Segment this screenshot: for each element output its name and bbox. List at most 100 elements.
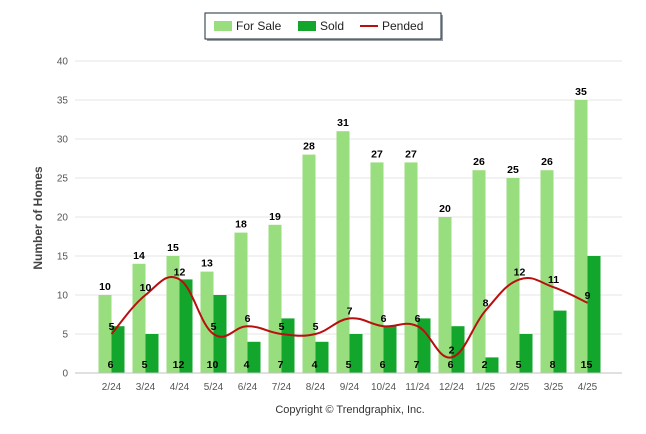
bar-for-sale [166,256,180,373]
x-tick-label: 11/24 [405,382,430,393]
label-pended: 6 [415,313,421,325]
label-for-sale: 20 [439,203,451,215]
bar-sold [519,334,533,373]
x-tick-label: 6/24 [238,382,258,393]
legend-label: Sold [320,19,344,33]
label-pended: 10 [140,282,152,294]
label-sold: 7 [278,359,284,371]
label-pended: 6 [381,313,387,325]
bar-sold [179,279,193,373]
label-pended: 8 [483,298,489,310]
x-tick-label: 4/25 [578,382,598,393]
label-pended: 11 [548,274,559,286]
bar-for-sale [370,162,384,373]
bar-sold [281,318,295,373]
label-for-sale: 18 [235,219,247,231]
bar-sold [145,334,159,373]
label-sold: 15 [581,359,593,371]
label-sold: 8 [550,359,556,371]
bar-sold [315,341,329,373]
x-tick-label: 10/24 [371,382,396,393]
bar-sold [451,326,465,373]
x-tick-label: 3/25 [544,382,564,393]
label-sold: 7 [414,359,420,371]
label-sold: 2 [482,359,488,371]
legend-label: Pended [382,19,423,33]
bar-sold [417,318,431,373]
label-for-sale: 19 [269,211,281,223]
bar-sold [213,295,227,373]
y-tick-label: 10 [57,291,69,302]
legend-label: For Sale [236,19,282,33]
label-pended: 7 [347,305,353,317]
bar-for-sale [574,100,588,373]
bar-for-sale [540,170,554,373]
label-sold: 6 [108,359,114,371]
bar-for-sale [268,224,282,373]
label-pended: 12 [174,266,186,278]
label-pended: 12 [514,266,526,278]
label-for-sale: 28 [303,141,315,153]
label-for-sale: 27 [371,148,383,160]
label-for-sale: 27 [405,148,417,160]
legend: For Sale Sold Pended [204,12,443,41]
label-sold: 4 [312,359,318,371]
bar-for-sale [506,178,520,373]
x-tick-label: 2/25 [510,382,530,393]
y-tick-label: 30 [57,135,69,146]
bar-sold [485,357,499,373]
bar-for-sale [472,170,486,373]
x-tick-label: 12/24 [439,382,464,393]
label-for-sale: 13 [201,258,213,270]
bar-sold [587,256,601,373]
x-axis-ticks: 2/24 3/24 4/24 5/24 6/24 7/24 8/24 9/24 10/24 11/… [102,382,598,393]
label-for-sale: 25 [507,164,519,176]
legend-swatch [214,21,232,31]
label-for-sale: 35 [575,86,587,98]
bars [98,100,601,373]
label-pended: 9 [585,290,591,302]
bar-for-sale [132,263,146,373]
x-tick-label: 5/24 [204,382,224,393]
y-tick-label: 0 [62,369,68,380]
y-tick-label: 35 [57,96,69,107]
y-tick-label: 15 [57,252,69,263]
x-tick-label: 8/24 [306,382,326,393]
label-sold: 6 [448,359,454,371]
label-sold: 4 [244,359,250,371]
label-for-sale: 15 [167,242,179,254]
label-pended: 5 [279,321,285,333]
bar-for-sale [404,162,418,373]
y-tick-label: 5 [62,330,68,341]
bar-sold [383,326,397,373]
bar-for-sale [234,232,248,373]
y-axis-ticks: 0 5 10 15 20 25 30 35 40 [57,57,69,380]
x-tick-label: 7/24 [272,382,292,393]
bar-for-sale [200,271,214,373]
bar-sold [553,310,567,373]
legend-box [204,12,442,40]
label-pended: 2 [449,344,455,356]
legend-swatch [298,21,316,31]
bar-for-sale [302,154,316,373]
label-sold: 5 [346,359,352,371]
x-tick-label: 3/24 [136,382,156,393]
x-tick-label: 9/24 [340,382,360,393]
bar-sold [247,341,261,373]
y-tick-label: 25 [57,174,69,185]
label-sold: 5 [516,359,522,371]
label-pended: 5 [211,321,217,333]
label-for-sale: 26 [541,156,553,168]
label-for-sale: 26 [473,156,485,168]
bar-sold [349,334,363,373]
x-tick-label: 1/25 [476,382,496,393]
pended-line [110,276,588,359]
bar-for-sale [98,295,112,373]
y-tick-label: 20 [57,213,69,224]
label-for-sale: 14 [133,250,145,262]
label-for-sale: 31 [337,117,349,129]
label-pended: 6 [245,313,251,325]
y-axis-title: Number of Homes [31,166,45,270]
